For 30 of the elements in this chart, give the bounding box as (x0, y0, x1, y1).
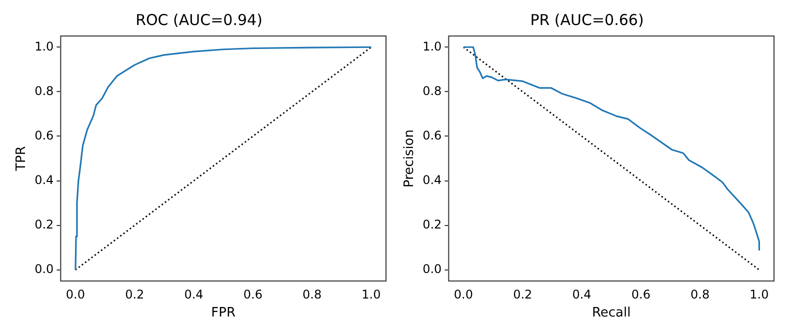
x-tick-label: 0.2 (513, 287, 532, 302)
chart-title: PR (AUC=0.66) (530, 10, 644, 29)
x-axis-title: Recall (592, 306, 631, 321)
x-tick-label: 1.0 (750, 287, 769, 302)
x-tick-label: 0.0 (454, 287, 474, 302)
y-axis-title: TPR (14, 146, 30, 172)
y-tick-label: 0.4 (34, 172, 54, 187)
chart-title: ROC (AUC=0.94) (136, 10, 262, 29)
x-tick-label: 0.0 (66, 287, 86, 302)
x-tick-label: 0.6 (243, 287, 262, 302)
x-tick-label: 0.4 (184, 287, 204, 302)
y-tick-label: 0.8 (422, 84, 442, 98)
y-tick-label: 0.2 (34, 217, 54, 232)
x-axis-title: FPR (211, 306, 236, 321)
y-tick-label: 0.8 (34, 84, 54, 98)
x-tick-label: 0.6 (631, 287, 650, 302)
x-tick-label: 0.4 (572, 287, 592, 302)
y-tick-label: 0.6 (422, 128, 442, 142)
x-tick-label: 0.8 (302, 287, 322, 302)
y-tick-label: 0.0 (422, 262, 442, 276)
y-axis-title: Precision (402, 129, 418, 188)
x-tick-label: 0.2 (125, 287, 144, 302)
y-tick-label: 0.6 (34, 128, 54, 142)
y-tick-label: 0.4 (422, 172, 442, 187)
y-tick-label: 0.2 (422, 217, 442, 232)
x-tick-label: 1.0 (362, 287, 381, 302)
y-tick-label: 1.0 (422, 39, 442, 54)
x-tick-label: 0.8 (690, 287, 710, 302)
y-tick-label: 1.0 (34, 39, 54, 54)
y-tick-label: 0.0 (34, 262, 54, 276)
